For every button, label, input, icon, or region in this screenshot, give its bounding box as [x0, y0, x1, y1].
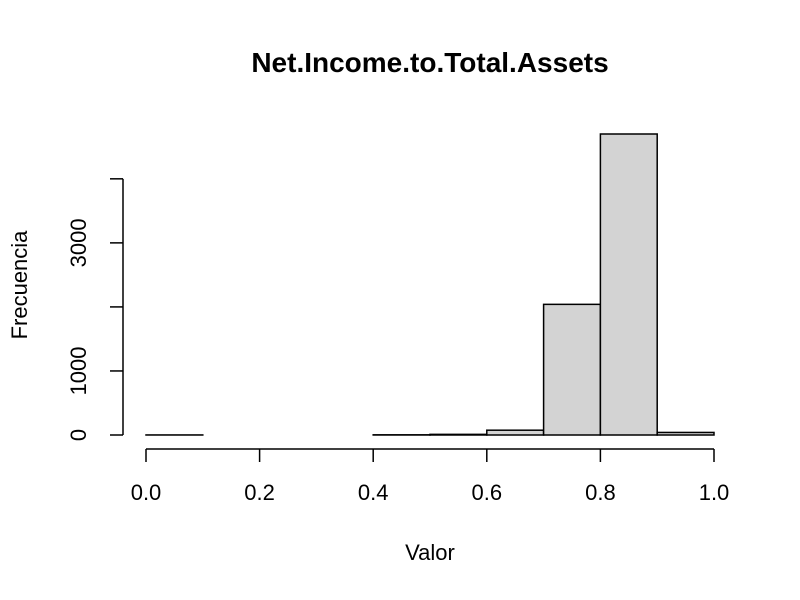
x-tick-label: 1.0 [699, 480, 730, 505]
bars-group [145, 133, 715, 436]
histogram-bar [599, 133, 658, 436]
histogram-bar [656, 431, 715, 436]
x-axis-label: Valor [405, 540, 455, 565]
x-tick-label: 0.4 [358, 480, 389, 505]
chart-title: Net.Income.to.Total.Assets [251, 47, 608, 78]
x-tick-label: 0.2 [244, 480, 275, 505]
y-tick-label: 1000 [66, 346, 91, 395]
x-tick-label: 0.8 [585, 480, 616, 505]
y-tick-label: 0 [66, 429, 91, 441]
y-axis: 0 1000 3000 [66, 178, 124, 441]
histogram-bar [486, 429, 545, 436]
histogram-bar [542, 303, 602, 436]
x-axis: 0.0 0.2 0.4 0.6 0.8 1.0 [131, 448, 730, 505]
y-axis-label: Frecuencia [7, 230, 32, 340]
histogram-bar [429, 433, 488, 436]
x-tick-label: 0.0 [131, 480, 162, 505]
y-tick-label: 3000 [66, 218, 91, 267]
x-tick-label: 0.6 [472, 480, 503, 505]
